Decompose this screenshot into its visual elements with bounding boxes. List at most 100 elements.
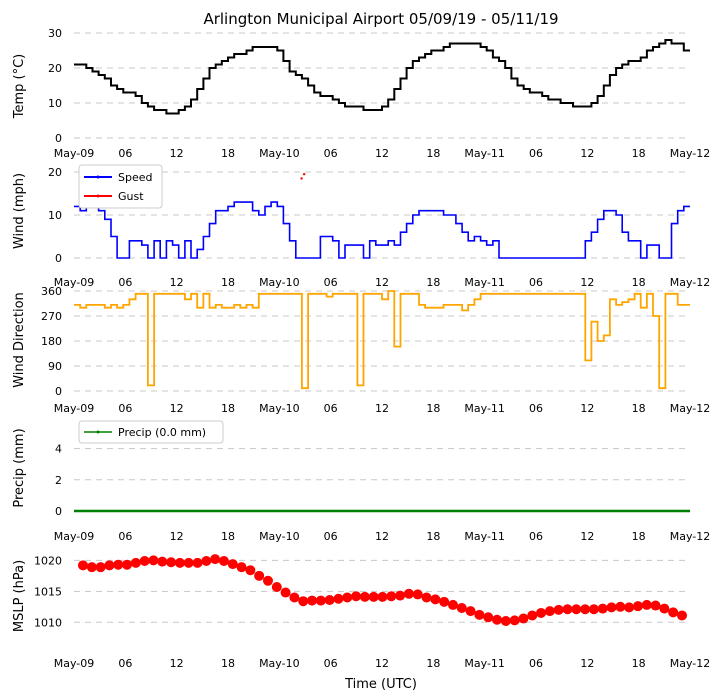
wind-x-tick-label: 06: [324, 276, 338, 289]
mslp-x-tick-label: May-12: [670, 657, 711, 670]
mslp-point: [78, 560, 88, 571]
mslp-x-tick-label: 12: [375, 657, 389, 670]
wind-x-tick-label: 12: [375, 276, 389, 289]
temp-x-tick-label: 06: [324, 147, 338, 160]
mslp-point: [456, 603, 467, 614]
precip-x-tick-label: May-10: [259, 530, 300, 543]
precip-x-tick-label: 06: [118, 530, 132, 543]
mslp-point: [298, 596, 309, 607]
mslp-point: [659, 603, 670, 614]
direction-x-tick-label: 18: [426, 402, 440, 415]
precip-y-axis-label: Precip (mm): [12, 428, 27, 507]
mslp-point: [148, 555, 159, 566]
mslp-point: [412, 589, 423, 600]
legend-speed-marker: [96, 175, 100, 179]
wind-x-tick-label: 06: [118, 276, 132, 289]
mslp-y-tick-label: 1010: [34, 616, 62, 629]
mslp-x-tick-label: 12: [580, 657, 594, 670]
mslp-point: [174, 557, 185, 568]
temp-x-tick-label: 06: [118, 147, 132, 160]
temp-x-tick-label: 18: [632, 147, 646, 160]
mslp-point: [650, 600, 661, 611]
precip-legend: Precip (0.0 mm): [78, 420, 224, 444]
precip-x-tick-label: 06: [324, 530, 338, 543]
mslp-point: [324, 594, 335, 605]
direction-y-tick-label: 180: [41, 335, 62, 348]
direction-y-tick-label: 270: [41, 310, 62, 323]
temp-y-axis-label: Temp (°C): [12, 54, 27, 120]
temp-x-tick-label: 12: [375, 147, 389, 160]
mslp-point: [395, 590, 406, 601]
wind-x-tick-label: 12: [580, 276, 594, 289]
temp-x-tick-label: May-09: [54, 147, 95, 160]
mslp-point: [86, 562, 97, 573]
direction-y-tick-label: 0: [55, 385, 62, 398]
mslp-point: [210, 554, 221, 565]
wind-x-tick-label: May-12: [670, 276, 711, 289]
direction-x-tick-label: 18: [221, 402, 235, 415]
temp-x-tick-label: 06: [529, 147, 543, 160]
wind-speed-line: [74, 201, 690, 259]
mslp-point: [95, 562, 106, 573]
precip-panel: 0 2 4 May-09 06 12 18 May-10 06 12 18 May-11 06 12 18 M…: [12, 420, 710, 543]
wind-x-tick-label: 18: [426, 276, 440, 289]
mslp-point: [122, 559, 133, 570]
mslp-point: [571, 604, 582, 615]
wind-y-tick-label: 20: [48, 166, 62, 179]
direction-y-tick-label: 360: [41, 285, 62, 298]
temp-y-tick-label: 10: [48, 97, 62, 110]
mslp-point: [430, 594, 441, 605]
mslp-point: [641, 599, 652, 610]
precip-x-tick-label: May-09: [54, 530, 95, 543]
mslp-point: [483, 612, 494, 623]
wind-y-tick-label: 0: [55, 252, 62, 265]
mslp-point: [342, 592, 353, 603]
mslp-x-tick-label: 06: [529, 657, 543, 670]
wind-y-axis-label: Wind (mph): [12, 173, 27, 249]
precip-x-tick-label: 12: [170, 530, 184, 543]
wind-panel: 0 10 20 May-09 06 12 18 May-10 06 12 18 May-11 06 12 1…: [12, 164, 711, 289]
wind-gust-point: [300, 177, 303, 180]
mslp-point: [615, 601, 626, 612]
direction-x-tick-label: 06: [324, 402, 338, 415]
temp-x-tick-label: 12: [170, 147, 184, 160]
wind-x-tick-label: 06: [529, 276, 543, 289]
mslp-point: [359, 591, 370, 602]
mslp-point: [421, 592, 432, 603]
direction-x-tick-label: 12: [580, 402, 594, 415]
mslp-point: [377, 591, 388, 602]
temp-y-tick-label: 30: [48, 27, 62, 40]
wind-x-tick-label: May-09: [54, 276, 95, 289]
mslp-point: [527, 610, 538, 621]
wind-legend-box: [78, 164, 163, 209]
temp-panel: 0 10 20 30 May-09 06 12 18 May-10 06 12 18 May-11 06 1…: [12, 27, 710, 160]
mslp-point: [509, 615, 520, 626]
precip-x-tick-label: 12: [580, 530, 594, 543]
mslp-x-tick-label: 18: [426, 657, 440, 670]
legend-gust-marker: [96, 194, 100, 198]
wind-x-tick-label: 18: [632, 276, 646, 289]
legend-gust-label: Gust: [118, 190, 144, 203]
direction-y-axis-label: Wind Direction: [12, 292, 27, 388]
mslp-x-tick-label: 12: [170, 657, 184, 670]
precip-x-tick-label: 12: [375, 530, 389, 543]
mslp-point: [227, 559, 238, 570]
figure-title: Arlington Municipal Airport 05/09/19 - 0…: [203, 10, 558, 28]
mslp-point: [465, 606, 476, 617]
mslp-point: [544, 606, 555, 617]
mslp-x-tick-label: 06: [324, 657, 338, 670]
precip-y-tick-label: 0: [55, 505, 62, 518]
mslp-point: [218, 555, 229, 566]
mslp-point: [553, 604, 564, 615]
direction-x-tick-label: 12: [170, 402, 184, 415]
direction-x-tick-label: 18: [632, 402, 646, 415]
direction-x-tick-label: May-12: [670, 402, 711, 415]
mslp-point: [262, 575, 273, 586]
direction-x-tick-label: 12: [375, 402, 389, 415]
wind-legend: Speed Gust: [78, 164, 163, 209]
mslp-point: [518, 613, 529, 624]
temp-x-tick-label: May-10: [259, 147, 300, 160]
temp-x-tick-label: May-11: [464, 147, 505, 160]
mslp-panel: 1010 1015 1020 May-09 06 12 18 May-10 06 12 18 May-…: [12, 554, 710, 670]
